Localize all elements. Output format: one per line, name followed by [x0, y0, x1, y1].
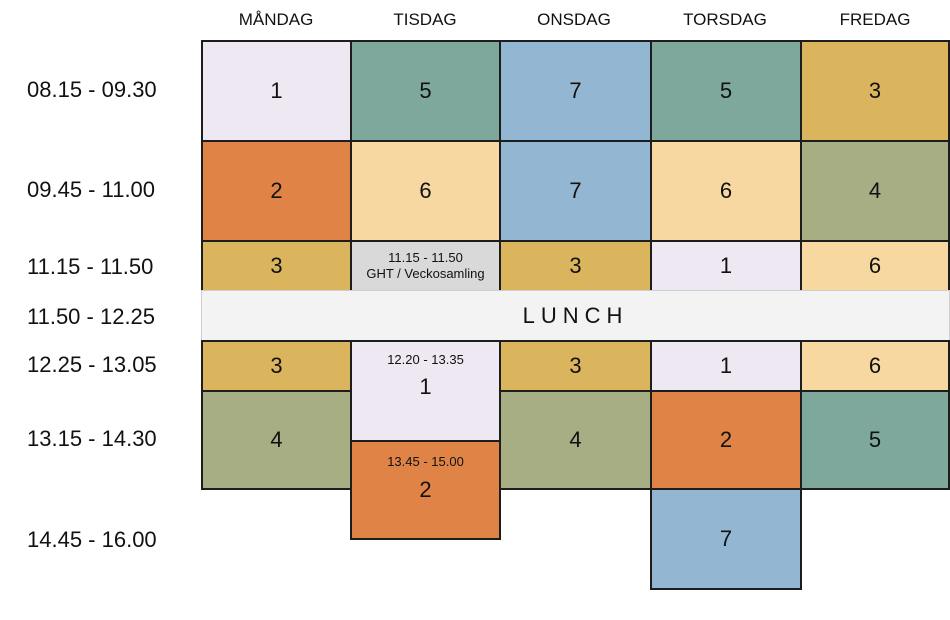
lesson-number: 3	[569, 253, 582, 278]
lesson-number: 2	[719, 427, 733, 452]
lesson-thursday-5[interactable]: 2	[650, 390, 802, 490]
lesson-number: 4	[569, 427, 582, 452]
lesson-number: 3	[270, 253, 283, 278]
lesson-number: 7	[569, 178, 582, 203]
day-header-monday: MÅNDAG	[238, 10, 314, 29]
time-label-period-2: 09.45 - 11.00	[27, 177, 156, 202]
lesson-wednesday-1[interactable]: 7	[499, 40, 652, 142]
time-label-period-6: 14.45 - 16.00	[27, 527, 157, 552]
lesson-monday-5[interactable]: 4	[201, 390, 352, 490]
lesson-number: 4	[868, 178, 882, 203]
lesson-number: 1	[719, 253, 733, 278]
lesson-monday-1[interactable]: 1	[201, 40, 352, 142]
lesson-number: 2	[270, 178, 283, 203]
lesson-monday-4[interactable]: 3	[201, 340, 352, 392]
lesson-friday-3[interactable]: 6	[800, 240, 950, 292]
lesson-thursday-6[interactable]: 7	[650, 488, 802, 590]
lesson-tuesday-5[interactable]: 13.45 - 15.00 2	[350, 440, 501, 540]
lesson-number: 6	[419, 178, 432, 203]
lunch-label: LUNCH	[522, 302, 629, 328]
lesson-title: GHT / Veckosamling	[366, 266, 485, 281]
lesson-number: 5	[719, 78, 733, 103]
lesson-tuesday-4[interactable]: 12.20 - 13.35 1	[350, 340, 501, 442]
lesson-thursday-3[interactable]: 1	[650, 240, 802, 292]
lesson-number: 1	[719, 353, 733, 378]
lesson-monday-3[interactable]: 3	[201, 240, 352, 292]
day-header-thursday: TORSDAG	[683, 10, 767, 29]
lesson-number: 5	[419, 78, 432, 103]
day-header-wednesday: ONSDAG	[537, 10, 611, 29]
lesson-number: 3	[270, 353, 283, 378]
lesson-number: 6	[868, 253, 882, 278]
time-label-period-5: 13.15 - 14.30	[27, 426, 157, 451]
lesson-tuesday-2[interactable]: 6	[350, 140, 501, 242]
lesson-number: 7	[569, 78, 582, 103]
lesson-number: 3	[868, 78, 882, 103]
lesson-wednesday-2[interactable]: 7	[499, 140, 652, 242]
lesson-thursday-1[interactable]: 5	[650, 40, 802, 142]
time-label-lunch: 11.50 - 12.25	[27, 304, 156, 329]
lesson-number: 3	[569, 353, 582, 378]
lesson-number: 1	[270, 78, 283, 103]
lesson-monday-2[interactable]: 2	[201, 140, 352, 242]
lesson-thursday-2[interactable]: 6	[650, 140, 802, 242]
lesson-friday-1[interactable]: 3	[800, 40, 950, 142]
day-header-friday: FREDAG	[839, 10, 911, 29]
lesson-friday-2[interactable]: 4	[800, 140, 950, 242]
lesson-time: 13.45 - 15.00	[387, 454, 464, 469]
lunch-bar: LUNCH	[201, 290, 950, 341]
lesson-tuesday-1[interactable]: 5	[350, 40, 501, 142]
lesson-number: 7	[719, 526, 733, 551]
lesson-wednesday-4[interactable]: 3	[499, 340, 652, 392]
day-header-tuesday: TISDAG	[393, 10, 457, 29]
lesson-number: 1	[419, 374, 432, 399]
lesson-tuesday-ght[interactable]: 11.15 - 11.50 GHT / Veckosamling	[350, 240, 501, 292]
lesson-number: 4	[270, 427, 283, 452]
lesson-thursday-4[interactable]: 1	[650, 340, 802, 392]
lesson-wednesday-3[interactable]: 3	[499, 240, 652, 292]
lesson-time: 12.20 - 13.35	[387, 352, 464, 367]
time-label-period-1: 08.15 - 09.30	[27, 77, 157, 102]
lesson-number: 6	[719, 178, 733, 203]
time-label-period-3: 11.15 - 11.50	[27, 254, 154, 279]
lesson-number: 6	[868, 353, 882, 378]
lesson-wednesday-5[interactable]: 4	[499, 390, 652, 490]
time-label-period-4: 12.25 - 13.05	[27, 352, 157, 377]
lesson-number: 2	[419, 477, 432, 502]
lesson-friday-4[interactable]: 6	[800, 340, 950, 392]
lesson-friday-5[interactable]: 5	[800, 390, 950, 490]
lesson-time: 11.15 - 11.50	[388, 250, 463, 265]
lesson-number: 5	[868, 427, 882, 452]
